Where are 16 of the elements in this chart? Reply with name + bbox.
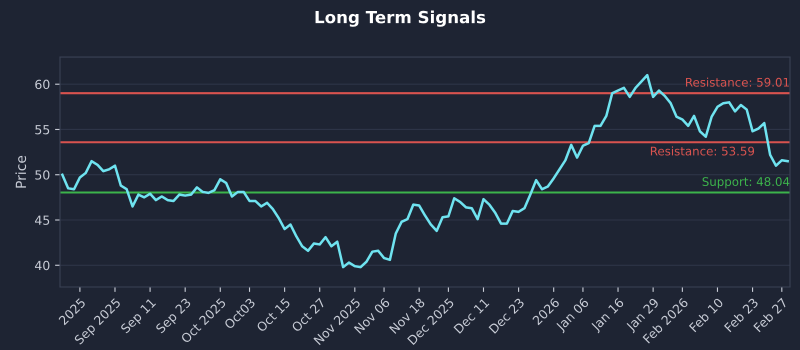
x-tick-label: Jan 16 xyxy=(590,297,626,334)
x-tick-label: Dec 23 xyxy=(488,298,525,334)
chart-title: Long Term Signals xyxy=(316,10,486,27)
ref-line-label: Support: 48.04 xyxy=(702,177,790,188)
y-axis-title: Price xyxy=(15,156,26,188)
x-tick-label: Feb 10 xyxy=(688,297,724,332)
y-tick-label: 50 xyxy=(35,170,50,180)
ref-line-label: Resistance: 53.59 xyxy=(650,146,754,156)
ref-line-label: Resistance: 59.01 xyxy=(686,78,789,87)
y-tick-label: 40 xyxy=(34,260,50,270)
y-tick-label: 55 xyxy=(35,125,50,134)
line-series xyxy=(61,74,789,268)
y-tick-label: 60 xyxy=(35,80,50,90)
x-tick-label: Oct 15 xyxy=(256,298,291,332)
y-tick-label: 45 xyxy=(34,216,50,225)
x-tick-label: Dec 11 xyxy=(453,298,490,334)
